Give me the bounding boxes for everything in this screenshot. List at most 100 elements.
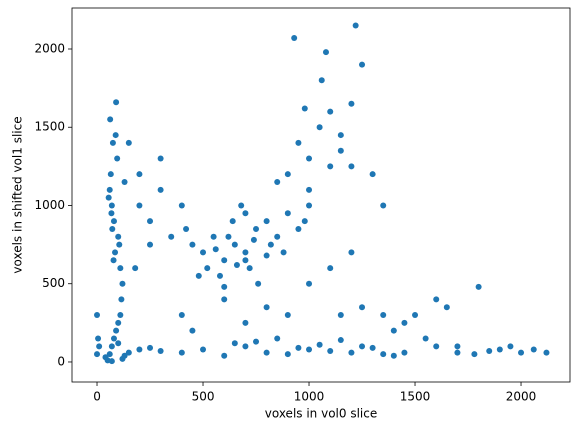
point [102,354,109,361]
point [253,338,260,345]
point [157,348,164,355]
point [274,233,281,240]
point [147,218,154,225]
point [348,349,355,356]
point [291,35,298,42]
point [348,163,355,170]
point [412,312,419,319]
point [233,261,240,268]
point [212,246,219,253]
point [390,327,397,334]
point [316,341,323,348]
point [242,257,249,264]
point [507,343,514,350]
point [117,312,124,319]
point [136,202,143,209]
point [121,352,128,359]
point [106,186,113,193]
point [110,218,117,225]
point [200,249,207,256]
point [210,233,217,240]
point [316,124,323,131]
point [242,319,249,326]
point [108,210,115,217]
point [112,132,119,139]
point [109,139,116,146]
y-tick-label: 1500 [34,120,65,134]
point [200,346,207,353]
point [327,348,334,355]
point [301,218,308,225]
point [263,252,270,259]
point [204,265,211,272]
point [136,346,143,353]
point [306,202,313,209]
point [189,327,196,334]
point [119,280,126,287]
point [116,241,123,248]
point [380,312,387,319]
point [189,241,196,248]
point [231,241,238,248]
point [301,105,308,112]
point [401,349,408,356]
point [113,99,120,106]
x-tick-label: 1000 [294,390,325,404]
point [306,346,313,353]
point [225,233,232,240]
point [183,225,190,232]
point [359,61,366,68]
point [295,344,302,351]
y-tick-label: 0 [57,354,65,368]
point [250,236,257,243]
point [443,304,450,311]
point [109,225,116,232]
x-tick-label: 1500 [400,390,431,404]
point [253,225,260,232]
point [475,283,482,290]
x-tick-label: 0 [93,390,101,404]
point [295,139,302,146]
point [306,186,313,193]
point [114,155,121,162]
y-tick-label: 2000 [34,41,65,55]
point [284,210,291,217]
point [327,265,334,272]
point [284,312,291,319]
x-axis-label: voxels in vol0 slice [265,407,377,421]
point [433,343,440,350]
point [242,210,249,217]
x-tick-label: 2000 [506,390,537,404]
point [115,233,122,240]
point [238,202,245,209]
point [486,348,493,355]
point [401,319,408,326]
point [274,179,281,186]
point [263,304,270,311]
point [132,265,139,272]
point [390,352,397,359]
y-tick-label: 1000 [34,198,65,212]
point [121,179,128,186]
point [337,337,344,344]
point [263,349,270,356]
point [327,163,334,170]
point [263,218,270,225]
point [110,335,117,342]
point [454,343,461,350]
point [107,171,114,178]
point [107,116,114,123]
point [221,352,228,359]
point [216,272,223,279]
point [125,349,132,356]
point [94,312,101,319]
point [348,100,355,107]
point [221,257,228,264]
point [496,346,503,353]
point [380,202,387,209]
point [108,202,115,209]
point [168,233,175,240]
point [284,351,291,358]
point [267,241,274,248]
point [112,249,119,256]
